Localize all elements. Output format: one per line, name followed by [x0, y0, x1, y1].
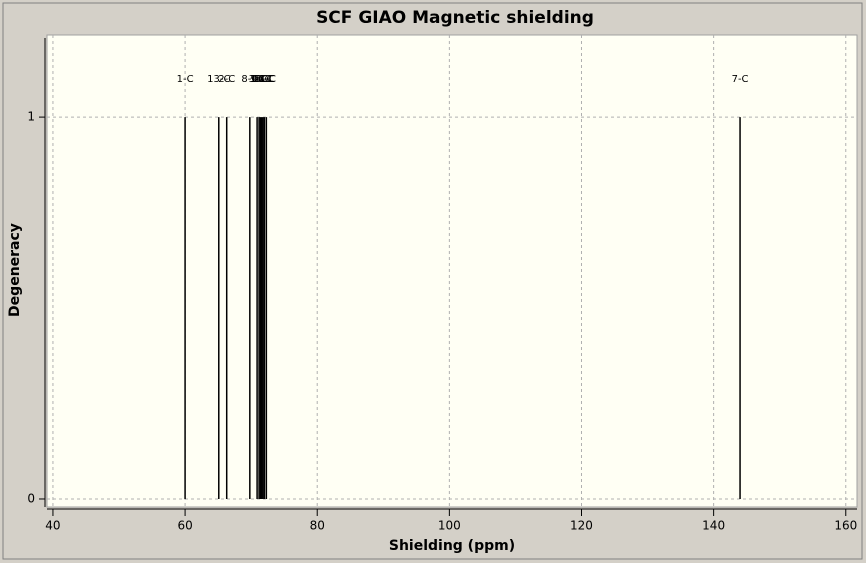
x-tick-label: 40	[45, 519, 60, 533]
stick-label: 5-C	[255, 74, 272, 85]
x-axis-label: Shielding (ppm)	[389, 538, 515, 554]
chart-title: SCF GIAO Magnetic shielding	[316, 8, 594, 28]
stick-label: 9-C	[251, 74, 268, 85]
stick-label: 2-C	[218, 74, 235, 85]
x-tick-label: 140	[702, 519, 725, 533]
y-tick-label: 1	[27, 110, 35, 124]
stick-label: 13-C	[207, 74, 230, 85]
plot-area	[46, 34, 858, 508]
x-tick-label: 60	[177, 519, 192, 533]
x-tick-label: 80	[310, 519, 325, 533]
stick-label: 11-C	[253, 74, 276, 85]
x-tick-label: 100	[438, 519, 461, 533]
stick-label: 4-C	[252, 74, 269, 85]
stick-label: 8-C	[241, 74, 258, 85]
y-tick-label: 0	[27, 491, 35, 505]
stick-label: 6-C	[258, 74, 275, 85]
x-tick-label: 120	[570, 519, 593, 533]
x-tick-label: 160	[834, 519, 857, 533]
stick-label: 3-C	[249, 74, 266, 85]
stick-label: 1-C	[177, 74, 194, 85]
y-axis-label: Degeneracy	[7, 223, 23, 317]
stick-label: 7-C	[732, 74, 749, 85]
stick-label: 10-C	[250, 74, 273, 85]
